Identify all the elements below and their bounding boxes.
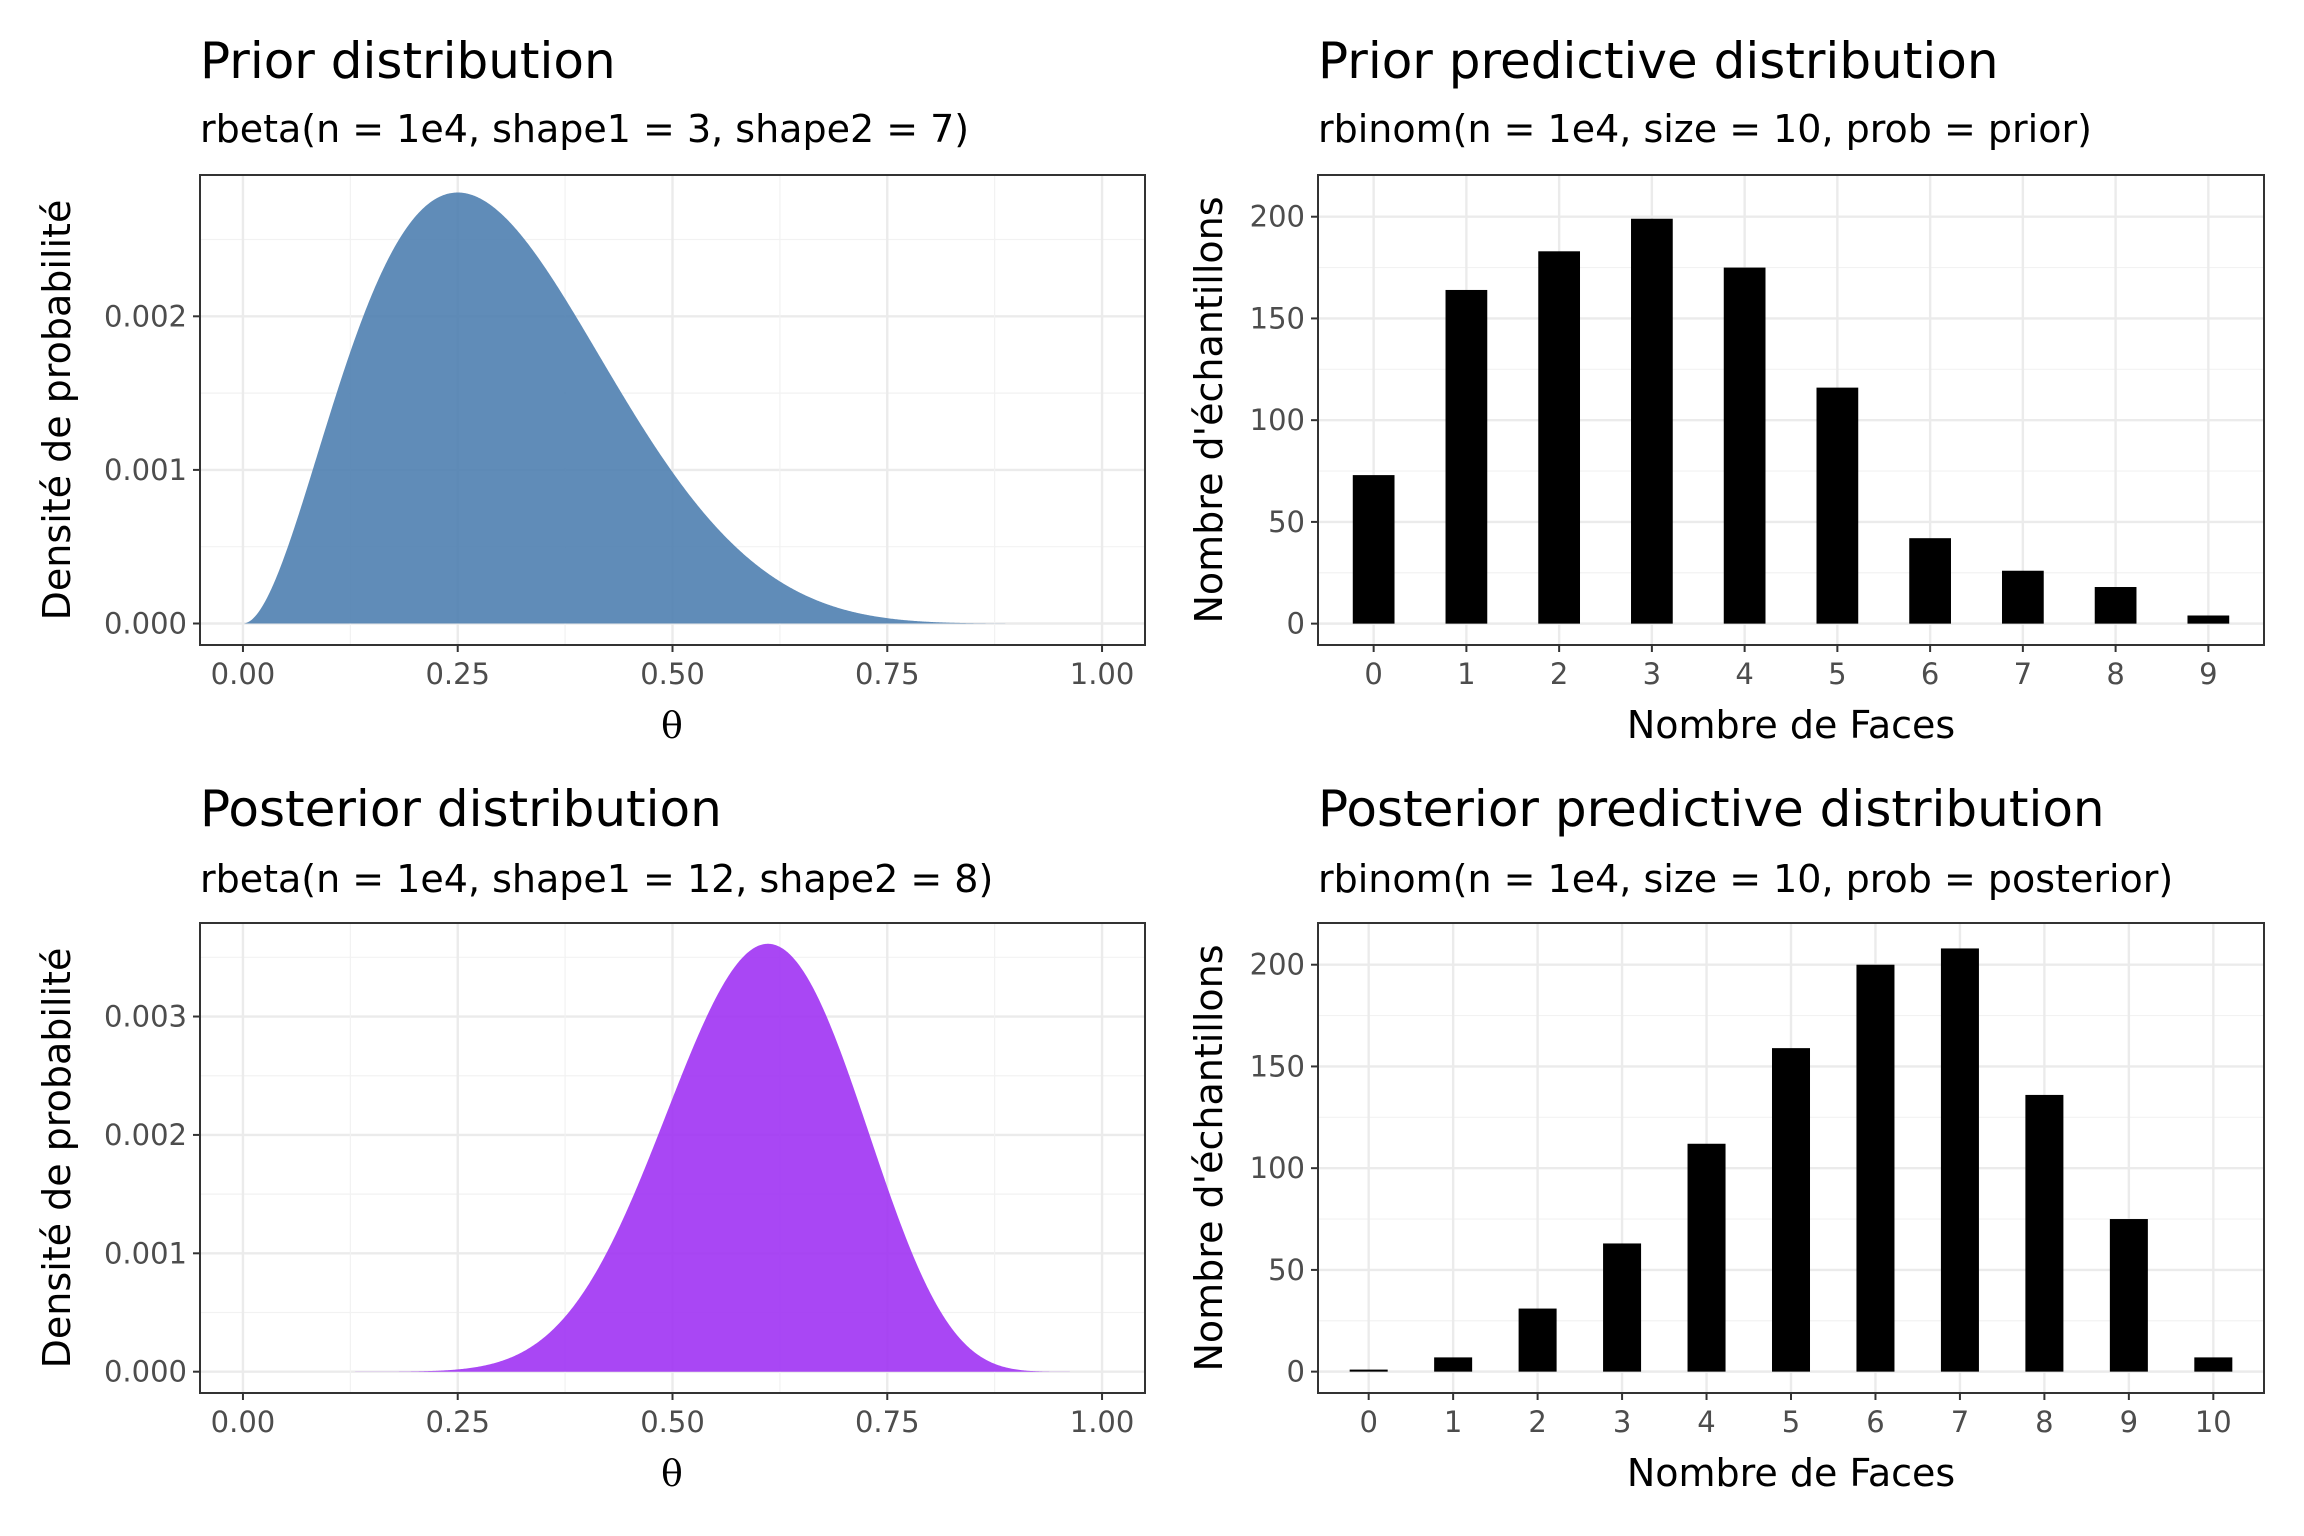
prior-y-tick-label: 0.001 <box>104 453 187 487</box>
posterior-predictive-x-tick-label: 10 <box>2195 1405 2232 1439</box>
posterior-predictive-title: Posterior predictive distribution <box>1318 780 2105 838</box>
prior-predictive-bar-7 <box>2001 570 2044 624</box>
prior-predictive-x-tick-label: 1 <box>1457 657 1475 691</box>
posterior-predictive-bar-10 <box>2194 1357 2233 1372</box>
prior-x-tick-label: 0.00 <box>211 657 276 691</box>
prior-predictive-bar-1 <box>1445 289 1488 624</box>
prior-predictive-y-tick-label: 0 <box>1287 607 1305 641</box>
prior-predictive-bar-8 <box>2094 587 2137 624</box>
prior-predictive-title: Prior predictive distribution <box>1318 32 1999 90</box>
prior-predictive-x-tick-label: 4 <box>1735 657 1753 691</box>
prior-predictive-x-tick-label: 9 <box>2199 657 2217 691</box>
posterior-predictive-x-axis-label: Nombre de Faces <box>1627 1451 1955 1495</box>
prior-predictive-x-tick-label: 7 <box>2014 657 2032 691</box>
prior-predictive-bar-0 <box>1352 475 1395 624</box>
prior-x-tick-label: 1.00 <box>1070 657 1135 691</box>
posterior-y-tick-label: 0.003 <box>104 1000 187 1034</box>
prior-x-tick-label: 0.50 <box>640 657 705 691</box>
posterior-predictive-x-tick-label: 9 <box>2120 1405 2138 1439</box>
prior-predictive-panel: Prior predictive distribution rbinom(n =… <box>1187 32 2265 747</box>
posterior-predictive-x-tick-label: 0 <box>1359 1405 1377 1439</box>
posterior-density-area <box>242 943 1103 1372</box>
prior-y-tick-label: 0.002 <box>104 299 187 333</box>
posterior-predictive-bar-5 <box>1771 1048 1811 1372</box>
posterior-predictive-bar-0 <box>1349 1369 1388 1372</box>
posterior-predictive-y-tick-label: 0 <box>1287 1355 1305 1389</box>
prior-predictive-x-tick-label: 8 <box>2106 657 2124 691</box>
prior-x-axis-label: θ <box>661 706 683 747</box>
prior-x-tick-label: 0.75 <box>855 657 920 691</box>
prior-x-tick-label: 0.25 <box>425 657 490 691</box>
posterior-predictive-bar-4 <box>1687 1143 1726 1372</box>
posterior-x-tick-label: 1.00 <box>1070 1405 1135 1439</box>
prior-predictive-y-axis-label: Nombre d'échantillons <box>1187 196 1231 623</box>
prior-predictive-y-tick-label: 50 <box>1268 505 1305 539</box>
posterior-predictive-x-tick-label: 3 <box>1613 1405 1631 1439</box>
posterior-y-axis-label: Densité de probabilité <box>35 948 79 1369</box>
prior-density-area <box>242 192 1103 624</box>
posterior-predictive-y-tick-label: 50 <box>1268 1253 1305 1287</box>
posterior-predictive-x-tick-label: 4 <box>1697 1405 1715 1439</box>
posterior-predictive-x-tick-label: 2 <box>1528 1405 1546 1439</box>
posterior-predictive-subtitle: rbinom(n = 1e4, size = 10, prob = poster… <box>1318 857 2173 901</box>
posterior-predictive-y-axis-label: Nombre d'échantillons <box>1187 944 1231 1371</box>
posterior-subtitle: rbeta(n = 1e4, shape1 = 12, shape2 = 8) <box>200 857 993 901</box>
prior-predictive-x-tick-label: 6 <box>1921 657 1939 691</box>
prior-title: Prior distribution <box>200 32 616 90</box>
posterior-predictive-y-tick-label: 100 <box>1250 1151 1305 1185</box>
posterior-predictive-panel: Posterior predictive distribution rbinom… <box>1187 780 2265 1495</box>
prior-y-axis-label: Densité de probabilité <box>35 200 79 621</box>
posterior-predictive-bar-9 <box>2109 1219 2148 1372</box>
posterior-predictive-y-tick-label: 150 <box>1250 1049 1305 1083</box>
prior-predictive-x-tick-label: 2 <box>1550 657 1568 691</box>
posterior-predictive-bar-3 <box>1603 1243 1642 1372</box>
posterior-title: Posterior distribution <box>200 780 722 838</box>
prior-predictive-bar-5 <box>1816 387 1859 624</box>
posterior-x-tick-label: 0.75 <box>855 1405 920 1439</box>
posterior-predictive-bar-6 <box>1856 964 1895 1372</box>
prior-predictive-bar-9 <box>2187 615 2230 624</box>
posterior-x-tick-label: 0.00 <box>211 1405 276 1439</box>
prior-predictive-x-tick-label: 0 <box>1364 657 1382 691</box>
posterior-y-tick-label: 0.002 <box>104 1118 187 1152</box>
posterior-predictive-bar-1 <box>1434 1357 1473 1372</box>
prior-predictive-bar-3 <box>1631 218 1673 624</box>
posterior-predictive-x-tick-label: 8 <box>2035 1405 2053 1439</box>
posterior-predictive-bar-8 <box>2025 1094 2064 1372</box>
prior-predictive-bar-2 <box>1538 251 1581 624</box>
posterior-y-tick-label: 0.001 <box>104 1236 187 1270</box>
prior-predictive-bar-4 <box>1723 267 1766 624</box>
posterior-predictive-bar-2 <box>1518 1308 1557 1372</box>
prior-predictive-x-axis-label: Nombre de Faces <box>1627 703 1955 747</box>
posterior-predictive-x-tick-label: 5 <box>1782 1405 1800 1439</box>
posterior-predictive-y-tick-label: 200 <box>1250 948 1305 982</box>
posterior-predictive-bar-7 <box>1940 948 1979 1372</box>
prior-predictive-y-tick-label: 100 <box>1250 403 1305 437</box>
posterior-x-tick-label: 0.25 <box>425 1405 490 1439</box>
prior-predictive-bar-6 <box>1909 538 1951 624</box>
posterior-distribution-panel: Posterior distribution rbeta(n = 1e4, sh… <box>35 780 1146 1495</box>
prior-distribution-panel: Prior distribution rbeta(n = 1e4, shape1… <box>35 32 1146 747</box>
prior-predictive-x-tick-label: 5 <box>1828 657 1846 691</box>
posterior-predictive-x-tick-label: 7 <box>1951 1405 1969 1439</box>
prior-predictive-subtitle: rbinom(n = 1e4, size = 10, prob = prior) <box>1318 107 2092 151</box>
prior-predictive-y-tick-label: 150 <box>1250 301 1305 335</box>
posterior-predictive-x-tick-label: 1 <box>1444 1405 1462 1439</box>
posterior-x-axis-label: θ <box>661 1454 683 1495</box>
posterior-predictive-x-tick-label: 6 <box>1866 1405 1884 1439</box>
prior-predictive-y-tick-label: 200 <box>1250 200 1305 234</box>
posterior-y-tick-label: 0.000 <box>104 1355 187 1389</box>
prior-subtitle: rbeta(n = 1e4, shape1 = 3, shape2 = 7) <box>200 107 969 151</box>
posterior-x-tick-label: 0.50 <box>640 1405 705 1439</box>
prior-predictive-x-tick-label: 3 <box>1643 657 1661 691</box>
prior-y-tick-label: 0.000 <box>104 606 187 640</box>
